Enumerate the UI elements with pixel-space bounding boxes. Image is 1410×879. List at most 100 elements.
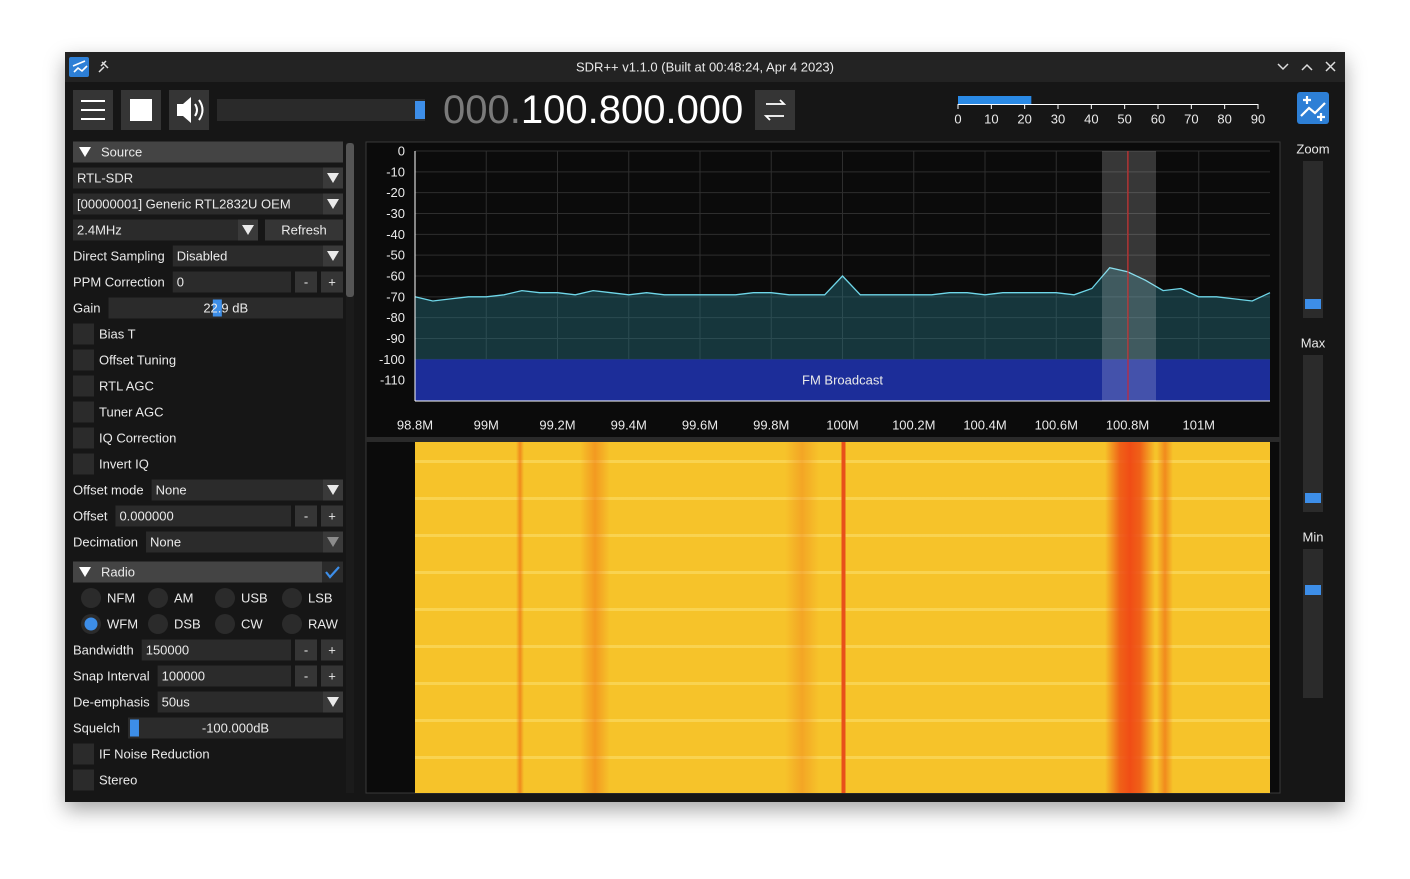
y-tick-label: -60 <box>386 269 405 284</box>
radio-label: AM <box>174 591 194 606</box>
step-button[interactable] <box>295 271 317 293</box>
combo-box[interactable] <box>146 531 323 553</box>
radio-button[interactable] <box>282 614 302 634</box>
vertical-slider-grab[interactable] <box>1305 493 1321 503</box>
vertical-slider-track[interactable] <box>1303 355 1323 512</box>
step-button[interactable] <box>321 665 343 687</box>
snr-meter-label: 20 <box>1017 112 1031 127</box>
window-title: SDR++ v1.1.0 (Built at 00:48:24, Apr 4 2… <box>576 60 834 75</box>
snr-meter-label: 80 <box>1217 112 1231 127</box>
radio-button[interactable] <box>282 588 302 608</box>
checkbox[interactable] <box>73 401 94 423</box>
refresh-button[interactable] <box>265 219 343 241</box>
step-button[interactable] <box>321 505 343 527</box>
checkbox[interactable] <box>73 743 94 765</box>
x-tick-label: 100.8M <box>1106 418 1149 433</box>
slider-value: 22.9 dB <box>203 301 248 316</box>
input-value: 0 <box>177 275 184 290</box>
slider-track[interactable] <box>108 297 343 319</box>
radio-button[interactable] <box>215 588 235 608</box>
vfo-passband[interactable] <box>1102 151 1156 401</box>
slider-grab[interactable] <box>212 299 222 317</box>
radio-button[interactable] <box>215 614 235 634</box>
slider-value: -100.000dB <box>202 721 269 736</box>
radio-label: CW <box>241 617 263 632</box>
combo-box[interactable] <box>157 691 323 713</box>
vertical-slider-grab[interactable] <box>1305 299 1321 309</box>
input-box[interactable] <box>141 639 291 661</box>
vertical-slider-track[interactable] <box>1303 161 1323 318</box>
volume-grab[interactable] <box>415 101 425 119</box>
step-button[interactable] <box>295 639 317 661</box>
x-tick-label: 100.6M <box>1035 418 1078 433</box>
combo-box[interactable] <box>172 245 323 267</box>
checkbox-label: Stereo <box>99 773 137 788</box>
x-tick-label: 98.8M <box>397 418 433 433</box>
minimize-button[interactable] <box>1277 63 1289 71</box>
radio-label: USB <box>241 591 268 606</box>
checkbox[interactable] <box>73 323 94 345</box>
swap-button[interactable] <box>755 90 795 130</box>
row-label: Direct Sampling <box>73 249 165 264</box>
combo-value: [00000001] Generic RTL2832U OEM <box>77 197 291 212</box>
x-tick-label: 99.6M <box>682 418 718 433</box>
speaker-waves <box>194 99 204 121</box>
section-header[interactable] <box>73 561 343 583</box>
combo-box[interactable] <box>73 167 323 189</box>
y-tick-label: -70 <box>386 289 405 304</box>
row-label: Bandwidth <box>73 643 134 658</box>
input-box[interactable] <box>172 271 291 293</box>
dropdown-arrow <box>327 199 339 209</box>
checkbox-label: Invert IQ <box>99 457 149 472</box>
sidebar-scroll-grab[interactable] <box>346 143 354 297</box>
step-button-label: + <box>328 509 336 524</box>
pin-button[interactable] <box>98 60 109 73</box>
radio-button[interactable] <box>81 588 101 608</box>
step-button[interactable] <box>321 271 343 293</box>
combo-box[interactable] <box>73 219 238 241</box>
section-header[interactable] <box>73 141 343 163</box>
checkbox[interactable] <box>73 375 94 397</box>
display-splitter[interactable] <box>366 437 1280 442</box>
step-button-label: - <box>304 669 308 684</box>
radio-button[interactable] <box>148 614 168 634</box>
stop-icon <box>130 99 152 121</box>
x-tick-label: 100.2M <box>892 418 935 433</box>
step-button[interactable] <box>295 665 317 687</box>
snr-meter-label: 0 <box>954 112 961 127</box>
volume-slider[interactable] <box>217 99 425 121</box>
close-button[interactable] <box>1325 61 1336 72</box>
checkbox[interactable] <box>73 453 94 475</box>
step-button-label: + <box>328 275 336 290</box>
input-box[interactable] <box>115 505 291 527</box>
step-button[interactable] <box>321 639 343 661</box>
checkbox[interactable] <box>73 349 94 371</box>
checkbox[interactable] <box>73 427 94 449</box>
radio-label: LSB <box>308 591 333 606</box>
maximize-button[interactable] <box>1301 63 1313 71</box>
combo-box[interactable] <box>151 479 323 501</box>
x-tick-label: 101M <box>1182 418 1215 433</box>
step-button-label: - <box>304 275 308 290</box>
sidebar-scroll-track <box>346 143 354 793</box>
x-tick-label: 100.4M <box>963 418 1006 433</box>
x-tick-label: 100M <box>826 418 859 433</box>
section-enable-box[interactable] <box>322 561 343 583</box>
y-tick-label: 0 <box>398 144 405 159</box>
radio-button[interactable] <box>148 588 168 608</box>
vertical-slider-grab[interactable] <box>1305 585 1321 595</box>
slider-grab[interactable] <box>129 719 139 737</box>
dropdown-arrow <box>327 485 339 495</box>
input-value: 150000 <box>146 643 189 658</box>
input-box[interactable] <box>157 665 291 687</box>
checkbox[interactable] <box>73 769 94 791</box>
frequency-display[interactable]: 000.100.800.000 <box>443 88 743 132</box>
step-button[interactable] <box>295 505 317 527</box>
slider-track[interactable] <box>127 717 343 739</box>
vertical-slider-track[interactable] <box>1303 549 1323 698</box>
dropdown-arrow <box>327 251 339 261</box>
sdrpp-logo-glyph <box>1300 96 1326 121</box>
y-tick-label: -50 <box>386 248 405 263</box>
combo-box[interactable] <box>73 193 323 215</box>
